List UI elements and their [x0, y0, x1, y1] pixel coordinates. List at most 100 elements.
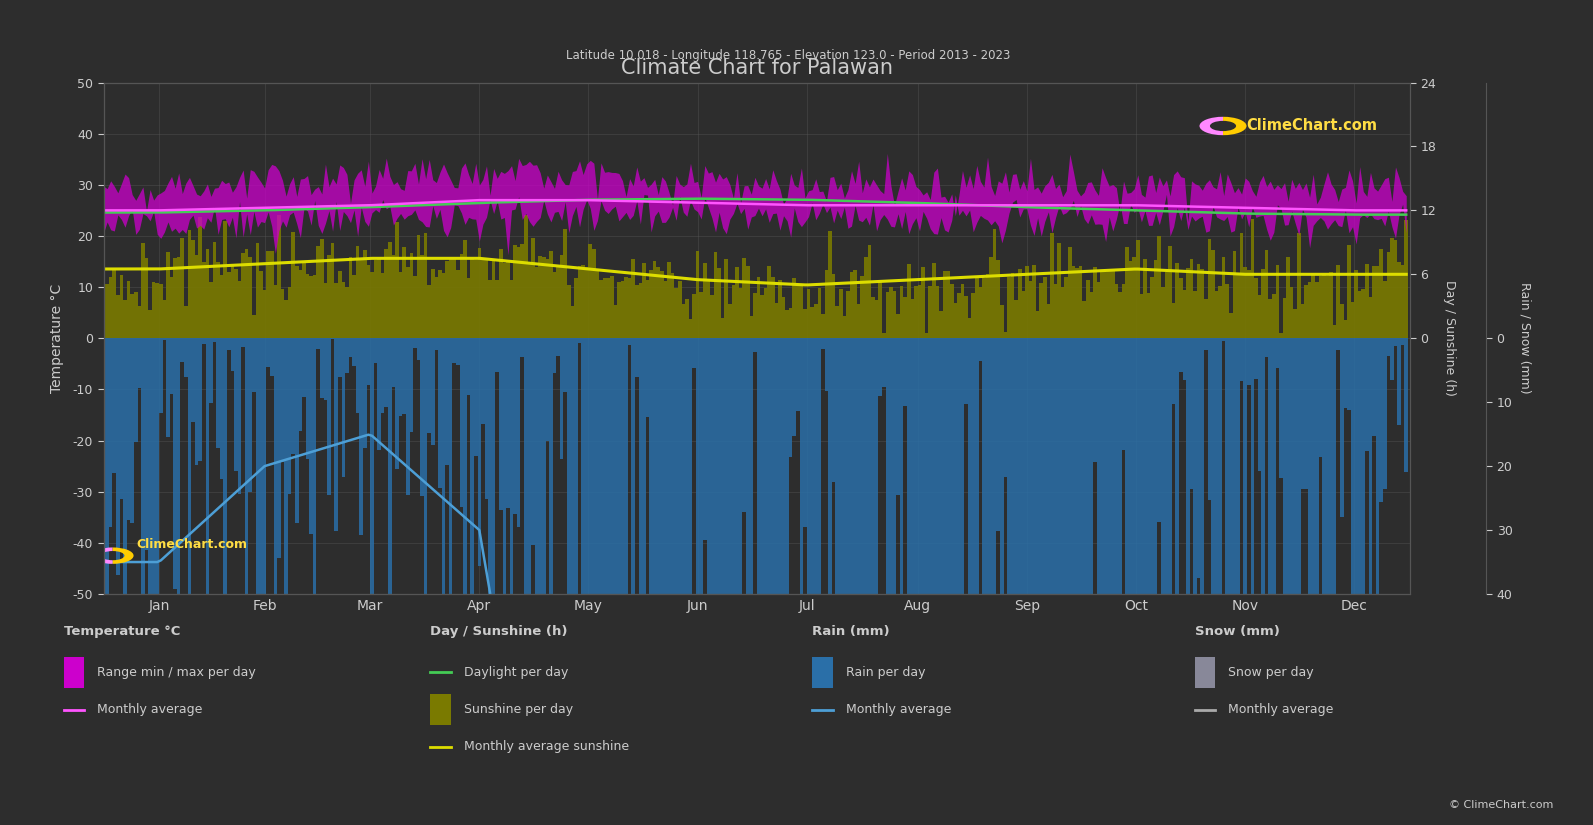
Bar	[1158, 236, 1161, 338]
Bar	[170, 277, 174, 338]
Bar	[685, 299, 688, 338]
Bar	[421, 255, 424, 338]
Bar	[863, 338, 868, 825]
Bar	[1136, 239, 1139, 338]
Bar	[432, 269, 435, 338]
Bar	[413, 338, 417, 347]
Bar	[535, 266, 538, 338]
Bar	[911, 299, 914, 338]
Bar	[228, 338, 231, 351]
Bar	[1225, 284, 1230, 338]
Bar	[1305, 285, 1308, 338]
Bar	[134, 338, 137, 442]
Bar	[452, 259, 456, 338]
Bar	[1297, 233, 1300, 338]
Bar	[151, 281, 156, 338]
Bar	[1004, 338, 1007, 478]
Bar	[185, 338, 188, 377]
Bar	[746, 338, 750, 825]
Bar	[624, 338, 628, 825]
Bar	[961, 338, 964, 825]
Bar	[1150, 338, 1153, 825]
Bar	[438, 270, 441, 338]
Bar	[828, 231, 832, 338]
Bar	[284, 299, 288, 338]
Bar	[363, 338, 366, 448]
Bar	[1193, 291, 1196, 338]
Bar	[241, 253, 245, 338]
Bar	[1078, 338, 1082, 715]
Bar	[599, 338, 602, 748]
Bar	[119, 275, 123, 338]
Bar	[785, 338, 789, 825]
Bar	[513, 338, 516, 514]
Bar	[495, 280, 499, 338]
Bar	[1104, 338, 1107, 825]
Bar	[295, 338, 298, 522]
Bar	[1058, 243, 1061, 338]
Bar	[636, 285, 639, 338]
Text: Monthly average sunshine: Monthly average sunshine	[464, 740, 629, 753]
Bar	[757, 276, 760, 338]
Bar	[538, 256, 542, 338]
Bar	[921, 267, 926, 338]
Text: Range min / max per day: Range min / max per day	[97, 666, 256, 679]
Bar	[616, 282, 621, 338]
Bar	[1118, 292, 1121, 338]
Bar	[679, 281, 682, 338]
Bar	[191, 240, 194, 338]
Text: Daylight per day: Daylight per day	[464, 666, 569, 679]
Bar	[521, 338, 524, 356]
Text: Rain per day: Rain per day	[846, 666, 926, 679]
Bar	[722, 318, 725, 338]
Bar	[241, 338, 245, 346]
Bar	[1053, 338, 1058, 825]
Bar	[992, 338, 997, 825]
Bar	[940, 311, 943, 338]
Bar	[527, 264, 530, 338]
Bar	[530, 338, 535, 544]
Bar	[932, 338, 935, 825]
Bar	[228, 272, 231, 338]
Bar	[1322, 273, 1325, 338]
Bar	[760, 338, 763, 825]
Bar	[456, 338, 460, 365]
Bar	[843, 316, 846, 338]
Bar	[1254, 338, 1258, 380]
Bar	[524, 338, 527, 825]
Bar	[1161, 338, 1164, 825]
Bar	[969, 338, 972, 825]
Bar	[249, 338, 252, 492]
Bar	[696, 338, 699, 825]
Bar	[897, 338, 900, 495]
Bar	[722, 338, 725, 825]
Bar	[699, 338, 703, 825]
Bar	[556, 338, 559, 356]
Bar	[553, 338, 556, 373]
Bar	[656, 266, 660, 338]
Bar	[674, 338, 679, 825]
Bar	[395, 338, 398, 469]
Bar	[957, 338, 961, 825]
Bar	[255, 243, 260, 338]
Bar	[323, 283, 327, 338]
Bar	[381, 338, 384, 413]
Bar	[223, 220, 228, 338]
Bar	[820, 314, 825, 338]
Bar	[935, 338, 940, 825]
Bar	[707, 280, 710, 338]
Bar	[1314, 282, 1319, 338]
Bar	[581, 338, 585, 825]
Bar	[1351, 302, 1354, 338]
Bar	[389, 243, 392, 338]
Bar	[883, 338, 886, 387]
Bar	[527, 338, 530, 667]
Bar	[983, 278, 986, 338]
Bar	[1075, 268, 1078, 338]
Bar	[978, 338, 983, 361]
Bar	[817, 288, 820, 338]
Bar	[857, 304, 860, 338]
Bar	[613, 338, 616, 825]
Bar	[1182, 338, 1187, 380]
Bar	[205, 249, 209, 338]
